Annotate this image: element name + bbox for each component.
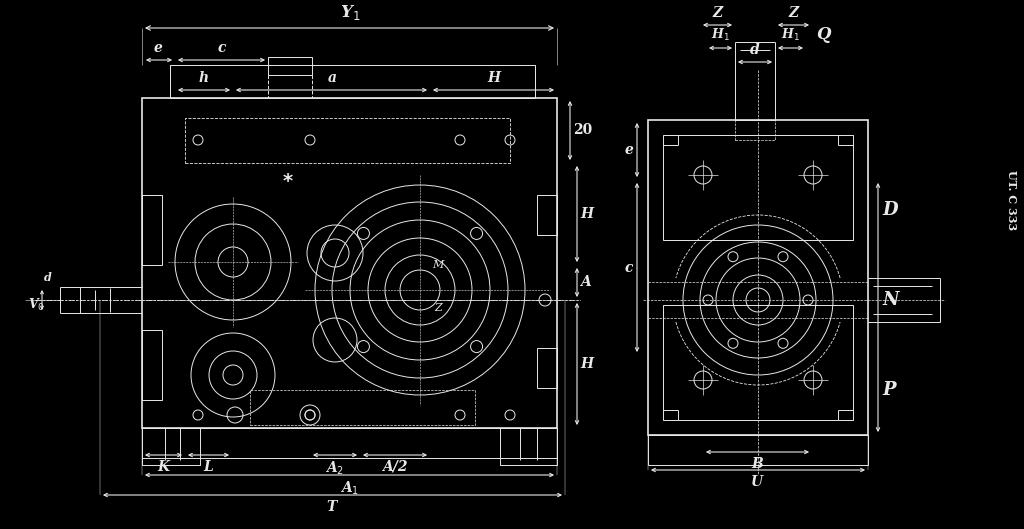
Text: M: M [432, 260, 443, 270]
Bar [170, 65, 535, 98]
Text: U: U [751, 475, 763, 489]
Bar [142, 98, 557, 428]
Text: T: T [327, 500, 337, 514]
Text: *: * [283, 172, 293, 191]
Text: e: e [154, 41, 163, 55]
Bar [500, 428, 557, 465]
Text: H$_1$: H$_1$ [781, 27, 800, 43]
Bar [537, 348, 557, 388]
Text: D: D [882, 201, 898, 219]
Text: H$_1$: H$_1$ [711, 27, 730, 43]
Bar [142, 428, 557, 458]
Text: d: d [751, 43, 760, 57]
Bar [250, 390, 475, 425]
Text: L: L [203, 460, 213, 474]
Text: 20: 20 [573, 123, 592, 137]
Bar [663, 305, 853, 420]
Bar [268, 57, 312, 75]
Bar [185, 118, 510, 163]
Text: c: c [218, 41, 226, 55]
Bar [648, 120, 868, 435]
Text: c: c [625, 261, 633, 275]
Text: Z: Z [788, 6, 799, 20]
Bar [735, 120, 775, 140]
Text: Z: Z [434, 303, 442, 313]
Text: A$_2$: A$_2$ [326, 460, 345, 477]
Text: Q: Q [816, 26, 830, 43]
Bar [142, 428, 200, 465]
Text: d: d [44, 272, 52, 283]
Text: h: h [199, 71, 209, 85]
Text: Y$_1$: Y$_1$ [340, 3, 360, 22]
Text: N: N [882, 291, 898, 309]
Bar [142, 195, 162, 265]
Text: H: H [487, 71, 501, 85]
Bar [663, 135, 853, 240]
Bar [142, 330, 162, 400]
Bar [537, 195, 557, 235]
Text: UT. C 333: UT. C 333 [1007, 170, 1018, 230]
Text: H: H [580, 207, 593, 221]
Text: a: a [328, 71, 337, 85]
Text: A/2: A/2 [382, 460, 408, 474]
Text: A: A [580, 275, 591, 289]
Text: K: K [157, 460, 169, 474]
Text: e: e [624, 143, 633, 157]
Bar [648, 435, 868, 465]
Text: V$_0$: V$_0$ [28, 297, 45, 313]
Text: A$_1$: A$_1$ [340, 480, 359, 497]
Text: Z: Z [713, 6, 723, 20]
Text: H: H [580, 357, 593, 371]
Text: P: P [882, 381, 896, 399]
Text: B: B [752, 457, 763, 471]
